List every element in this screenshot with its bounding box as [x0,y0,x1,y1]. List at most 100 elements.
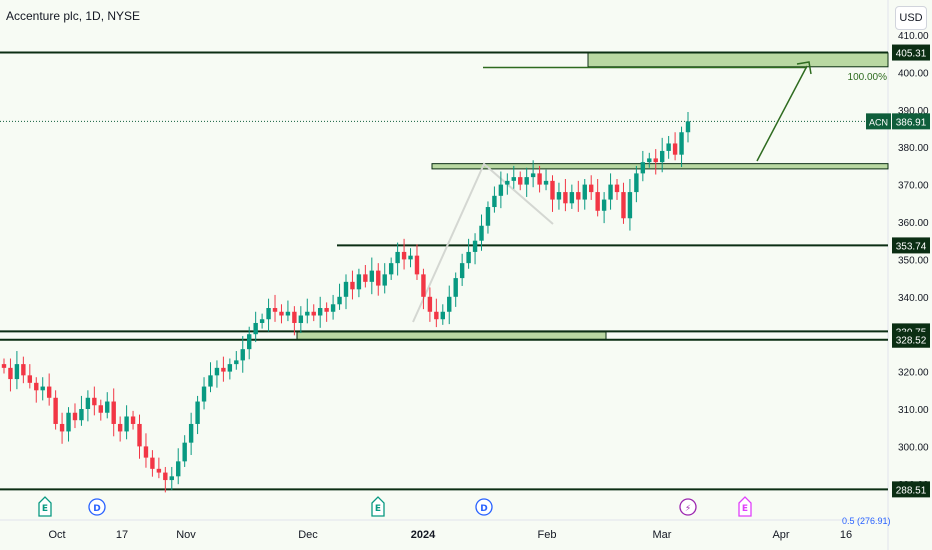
candle-body [414,255,420,275]
candle-body [27,375,33,383]
level-price-tag [892,44,930,61]
candle-body [427,296,433,312]
y-tick-label: 350.00 [898,255,929,266]
level-price-tag [892,237,930,254]
x-tick-label: 17 [116,529,128,541]
candle-body [21,364,26,376]
candle-body [195,401,200,424]
candle-body [518,177,523,185]
candle-body [124,416,129,432]
candle-body [111,401,116,424]
candle-body [279,311,284,316]
fib-bottom-label: 0.5 (276.91) [842,516,891,526]
candle-body [679,132,684,155]
last-price-text: 386.91 [896,117,927,128]
earnings-marker-label: E [42,504,48,514]
split-marker [679,498,697,516]
candle-body [227,364,233,372]
candle-body [201,386,207,402]
x-tick-label: Feb [538,529,557,541]
projection-drawing [412,162,554,323]
candle-body [653,158,658,163]
y-tick-label: 320.00 [898,368,929,379]
currency-button[interactable]: USD [895,6,927,30]
x-tick-label: Apr [772,529,789,541]
candle-body [117,423,123,432]
candle-body [550,180,555,200]
dividend-marker-label: D [93,504,100,514]
candle-body [634,173,639,193]
candle-body [324,308,329,312]
candle-body [434,311,439,320]
candle-body [234,360,239,365]
candle-body [543,180,549,185]
zone-breakout-zone [431,163,889,170]
y-tick-label: 410.00 [898,31,929,42]
candle-body [511,177,516,181]
x-tick-label: Nov [176,529,196,541]
candle-body [485,207,491,226]
candle-body [266,308,271,320]
candle-body [363,274,368,282]
candle-body [505,180,510,185]
candle-body [627,192,633,219]
candle-body [672,143,678,155]
candle-body [530,173,536,178]
y-tick-label: 310.00 [898,405,929,416]
y-tick-label: 390.00 [898,106,929,117]
candle-body [156,468,162,473]
candle-body [595,192,600,211]
candle-body [1,364,7,368]
candle-body [659,150,665,163]
candle-body [685,121,691,133]
candle-body [524,177,529,185]
candle-body [401,251,407,260]
y-tick-label: 300.00 [898,442,929,453]
candle-body [608,184,613,200]
candle-body [640,162,646,174]
level-price-text: 288.51 [896,485,927,496]
candle-body [305,311,310,316]
candle-body [376,270,381,286]
candle-body [466,251,471,264]
dividend-marker [88,498,106,516]
candle-body [563,192,568,204]
candle-body [214,367,220,376]
zone-upper-supply [587,52,889,68]
dividend-marker-label: D [480,504,487,514]
candle-body [130,416,136,424]
candle-body [453,278,458,297]
candle-body [85,397,91,409]
candle-body [59,423,65,432]
candle-body [582,184,587,200]
candle-body [382,274,387,286]
candle-body [247,334,252,350]
earnings-marker [371,496,385,517]
candle-body [447,296,452,312]
candle-body [272,308,278,312]
candle-body [537,173,542,185]
candle-body [479,225,484,241]
candle-body [576,192,581,200]
y-tick-label: 380.00 [898,143,929,154]
y-tick-label: 340.00 [898,293,929,304]
candle-body [163,472,168,481]
candle-body [169,476,174,481]
candle-body [647,158,652,163]
candle-body [14,364,20,380]
candle-body [188,423,194,443]
candle-body [79,409,84,421]
candle-body [259,319,265,323]
candle-body [472,240,478,252]
candle-body [601,199,607,211]
candle-body [150,457,155,469]
y-tick-label: 400.00 [898,68,929,79]
candle-body [356,274,362,290]
x-tick-label: Mar [653,529,672,541]
x-tick-label: Dec [298,529,318,541]
candle-body [182,442,187,462]
chart-title: Accenture plc, 1D, NYSE [6,9,141,23]
candle-body [317,308,323,316]
